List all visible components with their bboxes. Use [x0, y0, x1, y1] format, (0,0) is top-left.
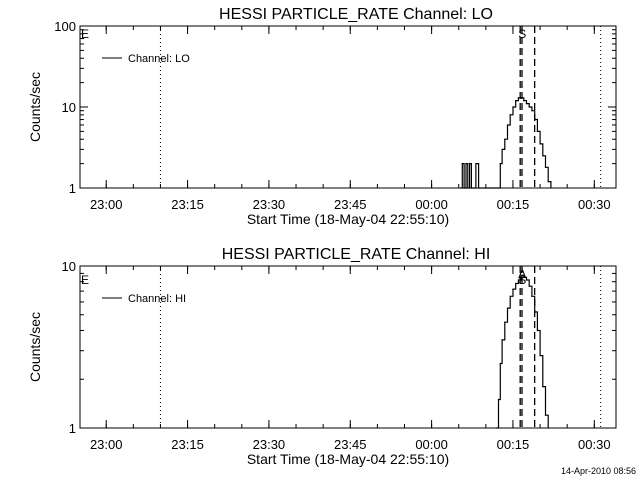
panel-1-data-point [504, 138, 506, 140]
panel-1-y-axis-label: Counts/sec [27, 72, 43, 142]
panel-1-data-point [506, 124, 509, 126]
panel-1-event-marker-s: S [518, 27, 526, 41]
panel-1-x-tick-label: 00:00 [415, 197, 448, 212]
panel-2-data-point [499, 362, 501, 365]
panel-1-y-tick-label: 1 [69, 181, 76, 196]
panel-2-data-point [497, 398, 500, 401]
panel-1-y-tick-label: 10 [62, 100, 76, 115]
panel-1-x-tick-label: 23:45 [334, 197, 367, 212]
panel-2-data-point [536, 329, 538, 332]
panel-1-data-point [536, 130, 538, 132]
panel-2-data-point [501, 339, 503, 341]
panel-2-data-point [520, 276, 522, 279]
panel-2-x-tick-label: 00:00 [415, 437, 448, 452]
panel-1-data-point [544, 166, 547, 168]
panel-2-data-point [528, 285, 530, 287]
panel-1-data-point [539, 143, 541, 145]
panel-1-data-point [475, 163, 477, 165]
panel-1-data-point [470, 187, 472, 189]
panel-2-chart-title: HESSI PARTICLE_RATE Channel: HI [222, 246, 491, 263]
panel-1-data-point [463, 187, 465, 189]
panel-1-data-point [501, 148, 503, 150]
panel-1-data-point [467, 187, 469, 189]
panel-1-data-point [531, 110, 533, 112]
panel-1-data-point [497, 187, 500, 189]
panel-1-data-point [509, 114, 511, 116]
panel-1-data-point [547, 180, 549, 183]
panel-2-data-point [504, 321, 506, 323]
panel-2-series-line [496, 276, 549, 429]
panel-2-y-axis-label: Counts/sec [27, 312, 43, 382]
panel-2-data-point [525, 279, 528, 281]
panel-1-chart-title: HESSI PARTICLE_RATE Channel: LO [219, 6, 493, 23]
panel-1-event-marker-e: E [81, 27, 89, 41]
panel-1-x-axis-label: Start Time (18-May-04 22:55:10) [247, 211, 449, 227]
panel-2-data-point [534, 311, 536, 313]
panel-1-y-tick-label: 100 [54, 19, 76, 34]
panel-1-data-point [499, 163, 501, 165]
panel-1-data-point [474, 187, 476, 189]
panel-2-data-point [496, 427, 498, 429]
panel-1-x-tick-label: 00:30 [578, 197, 611, 212]
panel-2-y-tick-label: 1 [69, 421, 76, 436]
panel-1-data-point [525, 103, 528, 105]
panel-2-x-tick-label: 00:15 [497, 437, 530, 452]
panel-1-legend-label: Channel: LO [128, 53, 190, 65]
panel-2-data-point [515, 282, 517, 285]
panel-2-event-marker-s: S [518, 273, 526, 287]
panel-1-data-point [515, 99, 517, 102]
panel-1-data-point [550, 187, 552, 189]
panel-2-data-point [542, 386, 544, 388]
panel-2-data-point [539, 354, 541, 357]
panel-2-data-point [506, 307, 509, 309]
panel-2-y-tick-label: 10 [62, 259, 76, 274]
panel-1-data-point [465, 163, 467, 165]
panel-2-data-point [523, 276, 525, 279]
panel-1-data-point [512, 106, 514, 108]
panel-1-x-tick-label: 23:15 [171, 197, 204, 212]
panel-2-event-marker-a: A [518, 267, 526, 281]
panel-2-data-point [531, 295, 533, 297]
panel-2-x-axis-label: Start Time (18-May-04 22:55:10) [247, 451, 449, 467]
panel-2-x-tick-label: 23:15 [171, 437, 204, 452]
panel-2-event-marker-e: E [81, 273, 89, 287]
panel-1-data-point [459, 187, 462, 189]
footer-timestamp: 14-Apr-2010 08:56 [561, 466, 636, 476]
panel-2-x-tick-label: 23:00 [90, 437, 123, 452]
panel-1-series-line [460, 97, 552, 189]
panel-1-x-tick-label: 23:30 [253, 197, 286, 212]
panel-2-data-point [544, 414, 547, 416]
panel-2-data-point [547, 427, 549, 429]
panel-1-data-point [468, 163, 471, 165]
panel-1-data-point [528, 106, 530, 108]
panel-2-data-point [509, 295, 511, 297]
panel-1-data-point [477, 163, 479, 165]
panel-1-data-point [523, 99, 525, 102]
panel-2-x-tick-label: 23:45 [334, 437, 367, 452]
panel-2-x-tick-label: 00:30 [578, 437, 611, 452]
panel-1-x-tick-label: 00:15 [497, 197, 530, 212]
panel-1-data-point [478, 187, 480, 189]
panel-1-data-point [542, 155, 544, 157]
panel-1-data-point [520, 97, 522, 99]
panel-1-data-point [517, 97, 519, 99]
panel-1-x-tick-label: 23:00 [90, 197, 123, 212]
panel-1-data-point [461, 163, 463, 165]
panel-2-data-point [517, 279, 519, 281]
panel-2-legend-label: Channel: HI [128, 293, 186, 305]
panel-1-data-point [534, 118, 536, 121]
panel-2-x-tick-label: 23:30 [253, 437, 286, 452]
panel-2-data-point [512, 288, 514, 290]
panel-2-plot-frame [79, 265, 617, 429]
